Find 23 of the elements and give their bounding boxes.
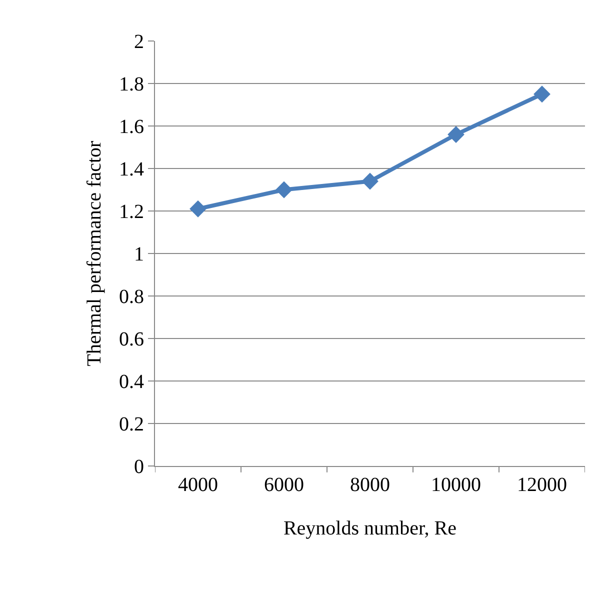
y-tick-label: 1.8 <box>119 74 144 96</box>
y-tick-label: 1.6 <box>119 116 144 138</box>
y-tick-label: 0.8 <box>119 286 144 308</box>
x-tick-label: 6000 <box>264 474 304 496</box>
x-tick-label: 8000 <box>350 474 390 496</box>
x-axis-title: Reynolds number, Re <box>283 518 457 540</box>
point <box>190 200 206 218</box>
y-tick-label: 1 <box>134 244 144 266</box>
y-tick-label: 0.6 <box>119 328 144 350</box>
y-tick-label: 1.4 <box>119 158 144 180</box>
point <box>448 126 464 143</box>
x-tick-label: 12000 <box>517 474 567 496</box>
x-tick-label: 10000 <box>431 474 481 496</box>
y-tick-label: 1.2 <box>119 201 144 223</box>
point <box>276 181 292 198</box>
y-tick-label: 0.2 <box>119 414 144 436</box>
y-axis-title: Thermal performance factor <box>84 140 106 366</box>
point <box>534 86 550 103</box>
x-tick-label: 4000 <box>178 474 218 496</box>
y-tick-label: 0.4 <box>119 371 144 393</box>
point <box>362 172 378 190</box>
y-tick-label: 2 <box>134 31 144 53</box>
y-tick-label: 0 <box>134 456 144 478</box>
